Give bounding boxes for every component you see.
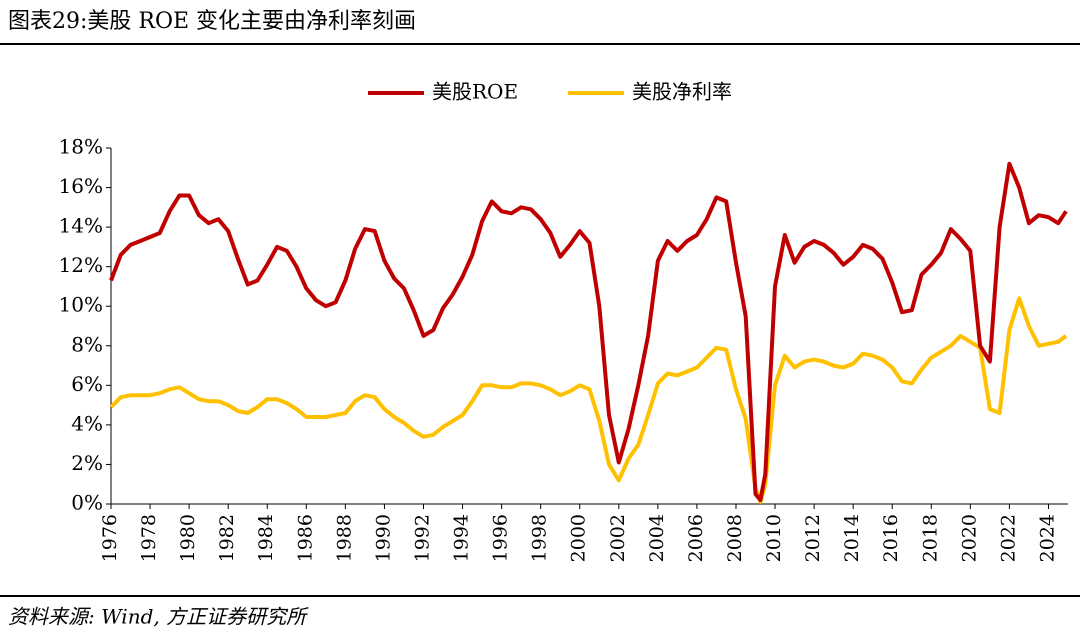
x-tick-label: 2012 [802, 514, 824, 562]
x-tick-label: 2020 [958, 514, 980, 562]
series-line [109, 296, 1068, 504]
x-tick-label: 1980 [177, 514, 199, 562]
x-tick-label: 1978 [138, 514, 160, 562]
x-tick-label: 2024 [1036, 514, 1058, 562]
x-tick-label: 1992 [411, 514, 433, 562]
y-tick-label: 10% [59, 293, 103, 317]
x-tick-label: 1976 [99, 514, 121, 562]
legend-label: 美股净利率 [632, 80, 732, 104]
y-tick-label: 18% [59, 135, 103, 159]
x-tick-label: 1990 [372, 514, 394, 562]
x-tick-label: 2004 [646, 514, 668, 562]
x-tick-label: 1994 [451, 514, 473, 562]
x-tick-label: 2014 [841, 514, 863, 562]
x-tick-label: 2010 [763, 514, 785, 562]
y-tick-label: 14% [59, 214, 103, 238]
chart-title: 图表29:美股 ROE 变化主要由净利率刻画 [8, 9, 416, 34]
y-tick-label: 12% [59, 253, 103, 277]
x-tick-label: 1996 [490, 514, 512, 562]
x-tick-label: 2002 [607, 514, 629, 562]
y-tick-label: 0% [71, 491, 103, 515]
legend-label: 美股ROE [432, 80, 518, 104]
x-tick-label: 1988 [333, 514, 355, 562]
series-line [109, 161, 1068, 502]
x-tick-label: 2000 [568, 514, 590, 562]
x-tick-label: 2022 [997, 514, 1019, 562]
x-tick-label: 2008 [724, 514, 746, 562]
y-tick-label: 6% [71, 372, 103, 396]
x-tick-label: 1984 [255, 514, 277, 562]
y-tick-label: 2% [71, 451, 103, 475]
x-tick-label: 2006 [685, 514, 707, 562]
y-tick-label: 16% [59, 174, 103, 198]
x-tick-label: 1982 [216, 514, 238, 562]
x-tick-label: 1986 [294, 514, 316, 562]
y-tick-label: 8% [71, 332, 103, 356]
x-tick-label: 2016 [880, 514, 902, 562]
x-tick-label: 1998 [529, 514, 551, 562]
y-tick-label: 4% [71, 411, 103, 435]
source: 资料来源: Wind, 方正证券研究所 [8, 605, 309, 629]
x-tick-label: 2018 [919, 514, 941, 562]
